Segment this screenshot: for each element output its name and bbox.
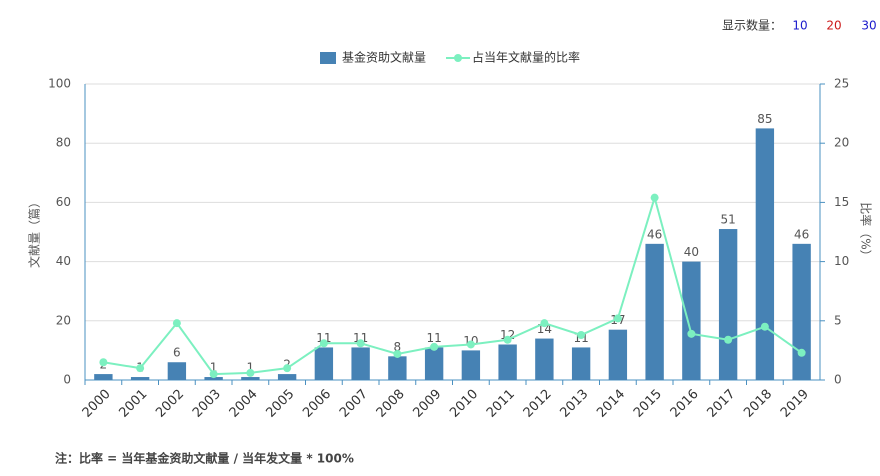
- bar: [461, 350, 481, 380]
- data-label: 8: [394, 340, 402, 354]
- x-tick-label: 2002: [153, 387, 187, 421]
- x-tick-label: 2018: [741, 387, 775, 421]
- y2-tick-label: 0: [834, 373, 842, 387]
- x-tick-label: 2015: [631, 387, 665, 421]
- bar: [94, 374, 113, 380]
- x-tick-label: 2014: [594, 387, 628, 421]
- bar: [535, 338, 554, 380]
- line-point: [172, 319, 181, 328]
- y-tick-label: 80: [56, 136, 71, 150]
- bar: [718, 229, 738, 380]
- x-tick-label: 2010: [447, 387, 481, 421]
- bar: [277, 374, 297, 380]
- x-tick-label: 2009: [410, 387, 444, 421]
- x-tick-label: 2005: [263, 387, 297, 421]
- y2-axis-label: 比率（%）: [859, 202, 874, 261]
- data-label: 1: [247, 361, 255, 375]
- count-option[interactable]: 30: [861, 19, 876, 33]
- x-tick-label: 2004: [227, 387, 261, 421]
- line-point: [319, 339, 328, 348]
- bar: [608, 329, 628, 380]
- data-label: 11: [426, 331, 441, 345]
- y2-tick-label: 10: [834, 254, 849, 268]
- x-tick-label: 2011: [484, 387, 518, 421]
- data-label: 1: [210, 361, 218, 375]
- x-tick-label: 2016: [668, 387, 702, 421]
- count-option[interactable]: 10: [792, 19, 807, 33]
- y2-tick-label: 15: [834, 195, 849, 209]
- x-tick-label: 2019: [778, 387, 812, 421]
- count-option[interactable]: 20: [826, 19, 841, 33]
- bar: [571, 347, 591, 380]
- bar: [241, 377, 260, 380]
- x-tick-label: 2008: [374, 387, 408, 421]
- y-axis-label: 文献量（篇）: [27, 196, 42, 268]
- line: [103, 194, 803, 376]
- data-label: 40: [684, 245, 699, 259]
- data-label: 46: [647, 227, 662, 241]
- data-label: 6: [173, 346, 181, 360]
- x-tick-label: 2000: [80, 387, 114, 421]
- y2-tick-label: 5: [834, 313, 842, 327]
- bar: [755, 128, 775, 380]
- bar: [424, 347, 444, 380]
- line-point: [466, 340, 475, 349]
- line-point: [209, 370, 218, 379]
- y-tick-label: 40: [56, 254, 71, 268]
- bar: [388, 356, 407, 380]
- legend-label: 占当年文献量的比率: [472, 50, 580, 65]
- bar: [498, 344, 517, 380]
- legend-swatch: [454, 54, 462, 62]
- y2-tick-label: 25: [834, 77, 849, 91]
- line-point: [393, 349, 402, 358]
- line-point: [430, 342, 439, 351]
- line-point: [650, 193, 659, 202]
- y-tick-label: 100: [48, 77, 71, 91]
- controls-label: 显示数量：: [722, 18, 782, 33]
- y2-tick-label: 20: [834, 136, 849, 150]
- x-tick-label: 2006: [300, 387, 334, 421]
- x-tick-label: 2013: [557, 387, 591, 421]
- data-label: 85: [757, 112, 772, 126]
- line-point: [797, 348, 806, 357]
- bar: [314, 347, 334, 380]
- x-tick-label: 2007: [337, 387, 371, 421]
- line-point: [760, 322, 769, 331]
- bar: [204, 377, 223, 380]
- bar: [130, 377, 150, 380]
- legend-label: 基金资助文献量: [342, 50, 426, 65]
- line-point: [687, 329, 696, 338]
- x-tick-label: 2001: [116, 387, 150, 421]
- x-tick-label: 2017: [704, 387, 738, 421]
- y-tick-label: 60: [56, 195, 71, 209]
- legend-swatch: [320, 52, 336, 64]
- line-point: [540, 319, 549, 328]
- bar: [645, 243, 664, 380]
- line-point: [577, 331, 586, 340]
- x-tick-label: 2012: [521, 387, 555, 421]
- line-point: [136, 364, 145, 373]
- data-label: 46: [794, 227, 809, 241]
- y-tick-label: 20: [56, 313, 71, 327]
- data-label: 11: [316, 331, 331, 345]
- bar: [351, 347, 370, 380]
- data-label: 11: [353, 331, 368, 345]
- line-point: [503, 335, 512, 344]
- bar: [682, 261, 701, 380]
- note: 注：比率 = 当年基金资助文献量 / 当年发文量 * 100%: [55, 451, 354, 466]
- data-label: 51: [720, 213, 735, 227]
- y-tick-label: 0: [63, 373, 71, 387]
- line-point: [724, 335, 733, 344]
- bar: [792, 243, 811, 380]
- line-point: [246, 368, 255, 377]
- line-point: [613, 314, 622, 323]
- bar: [167, 362, 187, 380]
- x-tick-label: 2003: [190, 387, 224, 421]
- line-point: [99, 358, 108, 367]
- line-point: [356, 339, 365, 348]
- line-point: [283, 364, 292, 373]
